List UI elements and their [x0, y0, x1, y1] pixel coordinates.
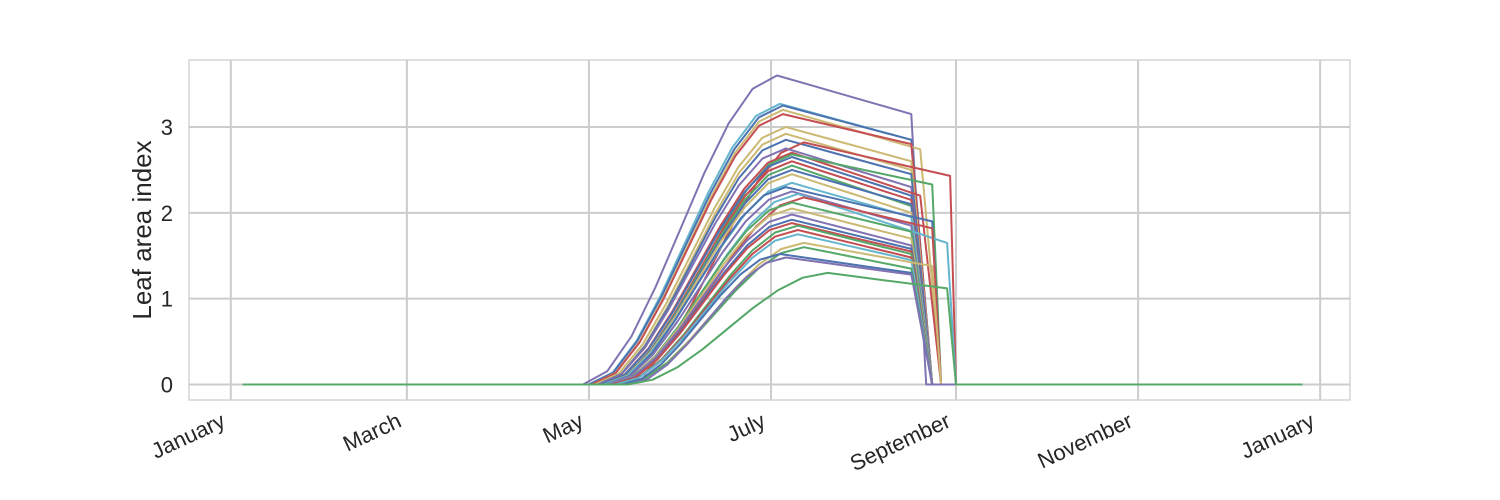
x-tick-label: September — [846, 408, 954, 476]
series-line — [242, 256, 1303, 386]
x-tick-label: July — [723, 408, 769, 447]
series-line — [242, 173, 1303, 386]
y-tick-label: 1 — [161, 287, 173, 312]
series-line — [242, 126, 1303, 386]
x-tick-label: November — [1034, 408, 1137, 474]
series-line — [242, 233, 1303, 386]
y-axis-label: Leaf area index — [127, 140, 157, 319]
x-tick-label: March — [339, 408, 405, 456]
series-line — [242, 222, 1303, 386]
y-tick-labels: 0 1 2 3 — [161, 115, 173, 398]
x-tick-label: May — [539, 408, 587, 448]
series-line — [242, 160, 1303, 386]
y-tick-label: 0 — [161, 373, 173, 398]
y-tick-label: 3 — [161, 115, 173, 140]
series-line — [242, 224, 1303, 386]
gridlines — [189, 60, 1350, 400]
series-line — [242, 253, 1303, 386]
series-line — [242, 147, 1303, 386]
series-line — [242, 151, 1303, 386]
series-line — [242, 229, 1303, 386]
series-line — [242, 108, 1303, 386]
series-line — [242, 190, 1303, 386]
series-line — [242, 74, 1303, 386]
series-line — [242, 271, 1303, 386]
series-line — [242, 218, 1303, 386]
series-line — [242, 246, 1303, 386]
series-line — [242, 141, 1303, 386]
series-line — [242, 186, 1303, 386]
x-tick-label: January — [1237, 408, 1319, 464]
series-line — [242, 241, 1303, 386]
x-tick-label: January — [147, 408, 229, 464]
plot-frame — [188, 59, 1351, 401]
series-line — [242, 156, 1303, 386]
series-lines — [242, 74, 1303, 386]
series-line — [242, 192, 1303, 386]
series-line — [242, 213, 1303, 386]
y-tick-label: 2 — [161, 201, 173, 226]
series-line — [242, 113, 1303, 386]
series-line — [242, 168, 1303, 386]
x-tick-labels: January March May July September November Janu… — [147, 408, 1318, 476]
series-line — [242, 104, 1303, 386]
